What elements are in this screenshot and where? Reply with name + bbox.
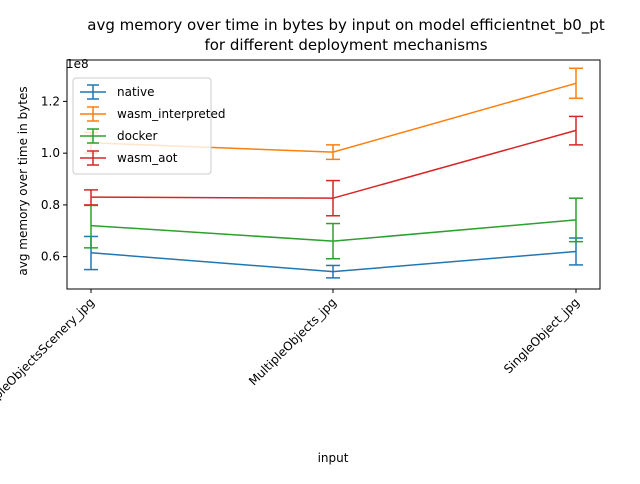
legend-label: docker bbox=[117, 129, 157, 143]
y-tick-label: 1.2 bbox=[41, 94, 60, 108]
chart-title-line2: for different deployment mechanisms bbox=[204, 36, 487, 54]
legend-item-native: native bbox=[80, 84, 154, 100]
y-offset-label: 1e8 bbox=[66, 57, 89, 71]
chart-title-line1: avg memory over time in bytes by input o… bbox=[87, 16, 605, 35]
y-tick-label: 0.6 bbox=[41, 250, 60, 264]
legend-label: native bbox=[117, 85, 154, 99]
legend-label: wasm_interpreted bbox=[117, 107, 225, 121]
series-docker bbox=[84, 197, 583, 260]
x-tick-label: MultipleObjectsScenery_jpg bbox=[0, 295, 97, 422]
y-axis-label: avg memory over time in bytes bbox=[16, 86, 30, 275]
x-tick-label: SingleObject_jpg bbox=[501, 295, 582, 376]
legend-item-docker: docker bbox=[80, 128, 157, 144]
legend-box bbox=[72, 77, 212, 175]
legend-item-wasm_aot: wasm_aot bbox=[80, 150, 178, 166]
y-tick-label: 0.8 bbox=[41, 198, 60, 212]
y-tick-label: 1.0 bbox=[41, 146, 60, 160]
series-wasm_aot bbox=[84, 115, 583, 217]
legend-item-wasm_interpreted: wasm_interpreted bbox=[80, 106, 225, 122]
x-axis-label: input bbox=[318, 451, 349, 465]
series-native bbox=[84, 235, 583, 279]
x-tick-label: MultipleObjects_jpg bbox=[246, 295, 339, 388]
legend-label: wasm_aot bbox=[117, 151, 178, 165]
